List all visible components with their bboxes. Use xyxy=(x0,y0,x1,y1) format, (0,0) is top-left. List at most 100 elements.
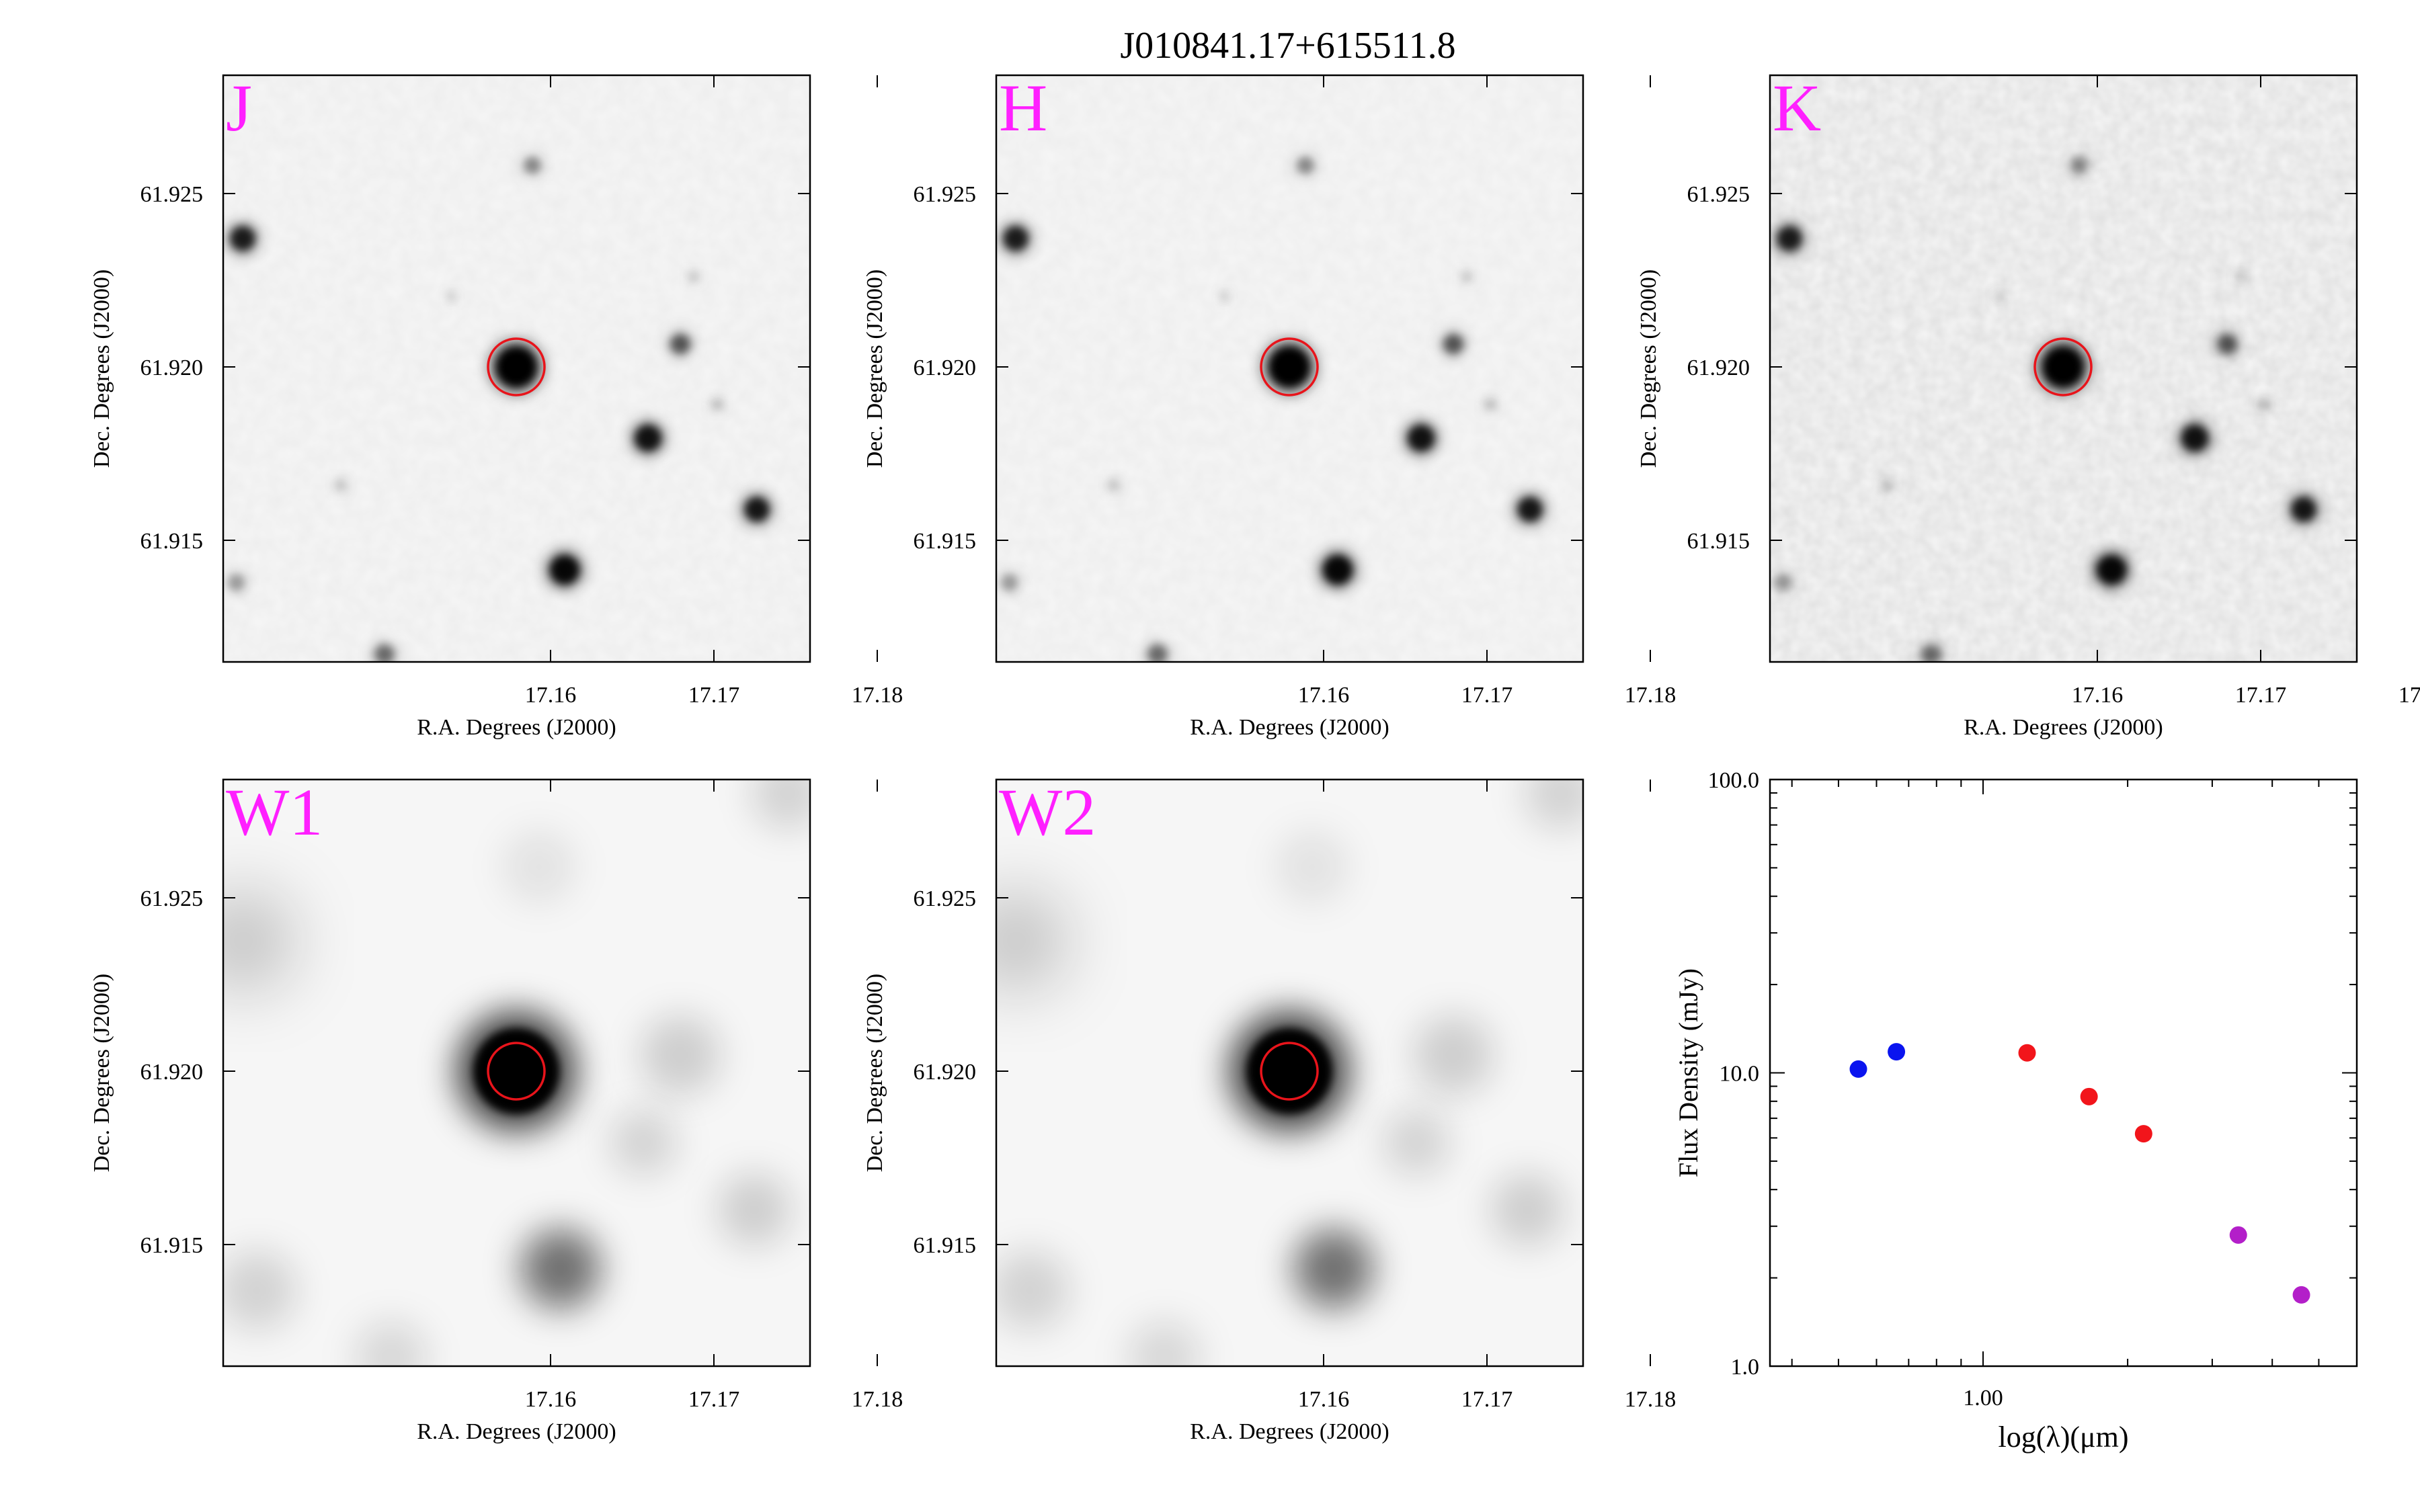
x-axis-label: R.A. Degrees (J2000) xyxy=(1964,715,2163,740)
y-axis-label: Dec. Degrees (J2000) xyxy=(862,974,887,1173)
source-blob xyxy=(610,1109,677,1176)
source-blob xyxy=(2287,493,2321,526)
source-blob xyxy=(709,396,725,413)
x-tick-label: 17.17 xyxy=(688,1387,740,1412)
x-axis-label: R.A. Degrees (J2000) xyxy=(1190,715,1389,740)
source-blob xyxy=(1880,477,1896,493)
source-blob xyxy=(1383,1109,1450,1176)
source-blob xyxy=(686,269,701,284)
source-blob xyxy=(2233,269,2248,284)
source-blob xyxy=(2091,550,2132,590)
source-blob xyxy=(1524,780,1583,830)
y-tick-label: 61.925 xyxy=(914,886,977,911)
y-tick-label: 61.920 xyxy=(914,1060,977,1085)
source-blob xyxy=(1293,1228,1374,1309)
source-blob xyxy=(1773,222,1806,255)
y-axis-label: Dec. Degrees (J2000) xyxy=(89,974,114,1173)
source-blob xyxy=(457,1012,575,1130)
x-tick-label: 17.17 xyxy=(1461,683,1513,708)
x-tick-label: 17.16 xyxy=(2072,683,2124,708)
source-blob xyxy=(2068,154,2091,177)
band-label: W2 xyxy=(999,775,1096,849)
image-panel-h: 17.16 17.17 17.18 61.925 61.920 61.915 R.A. De… xyxy=(862,71,1676,740)
y-axis-label: Dec. Degrees (J2000) xyxy=(862,269,887,468)
source-blob xyxy=(488,339,544,395)
source-blob xyxy=(751,780,810,830)
source-blob xyxy=(521,154,544,177)
source-blob xyxy=(223,1250,297,1331)
image-cutout xyxy=(996,780,1583,1366)
source-blob xyxy=(520,1228,601,1309)
x-axis-label: R.A. Degrees (J2000) xyxy=(417,715,616,740)
y-tick-label: 61.925 xyxy=(140,886,204,911)
source-blob xyxy=(630,420,666,456)
y-tick-label: 61.925 xyxy=(1687,182,1750,207)
sed-y-tick-label: 100.0 xyxy=(1708,768,1760,793)
y-tick-label: 61.915 xyxy=(140,529,204,554)
sed-y-tick-label: 1.0 xyxy=(1731,1355,1760,1380)
source-blob xyxy=(1275,830,1349,904)
source-blob xyxy=(999,222,1033,255)
band-label: H xyxy=(999,71,1047,145)
aperture-circle xyxy=(487,1042,546,1101)
panel-frame xyxy=(995,778,1584,1368)
y-tick-label: 61.925 xyxy=(140,182,204,207)
aperture-circle xyxy=(1260,337,1319,396)
y-tick-label: 61.920 xyxy=(1687,355,1750,380)
y-tick-label: 61.915 xyxy=(914,1233,977,1258)
sed-point xyxy=(2229,1226,2247,1244)
band-label: J xyxy=(226,71,252,145)
source-blob xyxy=(1318,550,1358,590)
source-blob xyxy=(225,571,248,594)
source-blob xyxy=(1918,641,1945,662)
source-blob xyxy=(640,1015,721,1095)
source-blob xyxy=(667,331,694,358)
x-tick-label: 17.18 xyxy=(852,683,903,708)
source-blob xyxy=(1513,493,1547,526)
image-cutout xyxy=(223,780,810,1366)
x-tick-label: 17.16 xyxy=(1298,1387,1350,1412)
x-tick-label: 17.16 xyxy=(525,1387,577,1412)
aperture-circle xyxy=(487,337,546,396)
source-blob xyxy=(1413,1015,1494,1095)
panel-frame xyxy=(1769,74,2358,663)
aperture-circle xyxy=(2033,337,2093,396)
source-blob xyxy=(1403,420,1439,456)
source-blob xyxy=(333,477,349,493)
image-panel-w1: 17.16 17.17 17.18 61.925 61.920 61.915 R.A. De… xyxy=(89,775,903,1444)
sed-x-axis-label: log(λ)(μm) xyxy=(1999,1421,2129,1454)
x-tick-label: 17.18 xyxy=(1625,683,1677,708)
y-tick-label: 61.915 xyxy=(914,529,977,554)
x-tick-label: 17.18 xyxy=(852,1387,903,1412)
y-tick-label: 61.915 xyxy=(140,1233,204,1258)
y-tick-label: 61.915 xyxy=(1687,529,1750,554)
sed-point xyxy=(2018,1044,2036,1062)
sed-point xyxy=(1888,1043,1906,1061)
panel-frame xyxy=(222,74,811,663)
source-blob xyxy=(2177,420,2213,456)
source-blob xyxy=(2214,331,2241,358)
sed-point xyxy=(2292,1286,2310,1304)
sed-y-axis-label: Flux Density (mJy) xyxy=(1673,968,1703,1177)
source-blob xyxy=(1294,154,1317,177)
source-blob xyxy=(998,571,1021,594)
source-blob xyxy=(223,890,294,991)
source-blob xyxy=(226,222,259,255)
sed-point xyxy=(1849,1060,1867,1078)
figure-title: J010841.17+615511.8 xyxy=(1120,25,1455,67)
band-label: W1 xyxy=(226,775,323,849)
sed-y-tick-label: 10.0 xyxy=(1720,1062,1760,1087)
source-blob xyxy=(2256,396,2272,413)
sed-point xyxy=(2134,1125,2152,1143)
source-blob xyxy=(1490,1173,1564,1247)
x-tick-label: 17.17 xyxy=(2235,683,2287,708)
y-axis-label: Dec. Degrees (J2000) xyxy=(89,269,114,468)
panel-frame xyxy=(222,778,811,1368)
source-blob xyxy=(1459,269,1474,284)
source-blob xyxy=(1144,641,1171,662)
y-tick-label: 61.920 xyxy=(140,355,204,380)
source-blob xyxy=(1218,290,1232,304)
source-blob xyxy=(996,1250,1070,1331)
x-tick-label: 17.18 xyxy=(1625,1387,1677,1412)
